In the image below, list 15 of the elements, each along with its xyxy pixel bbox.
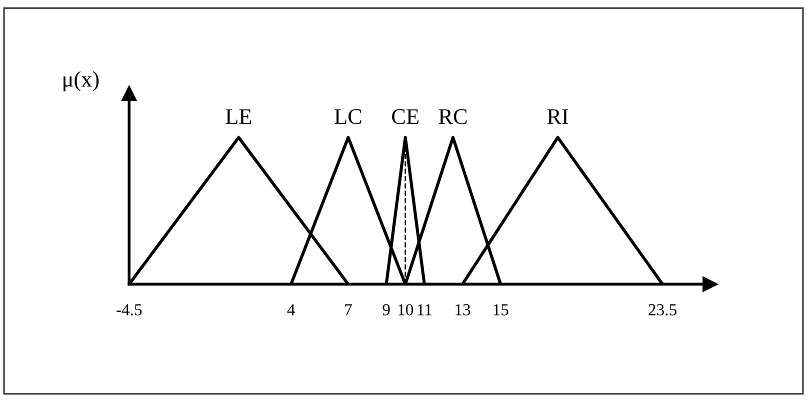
x-tick-label: 9 xyxy=(382,304,390,316)
x-tick-label: 13 xyxy=(456,304,470,316)
x-tick-label: 10 xyxy=(398,304,414,316)
x-tick-label: 11 xyxy=(418,304,432,316)
x-tick-label: -4.5 xyxy=(116,304,142,316)
series-label: LE xyxy=(226,109,252,124)
x-tick-label: 23.5 xyxy=(648,304,676,316)
series-label: RC xyxy=(438,109,467,124)
x-tick-label: 4 xyxy=(287,304,295,316)
series-label: LC xyxy=(334,109,362,124)
series-label: RI xyxy=(547,109,568,124)
series-label: CE xyxy=(392,109,418,124)
x-tick-label: 15 xyxy=(494,304,508,316)
x-tick-label: 7 xyxy=(345,304,352,316)
y-axis-title: μ(x) xyxy=(64,71,99,92)
